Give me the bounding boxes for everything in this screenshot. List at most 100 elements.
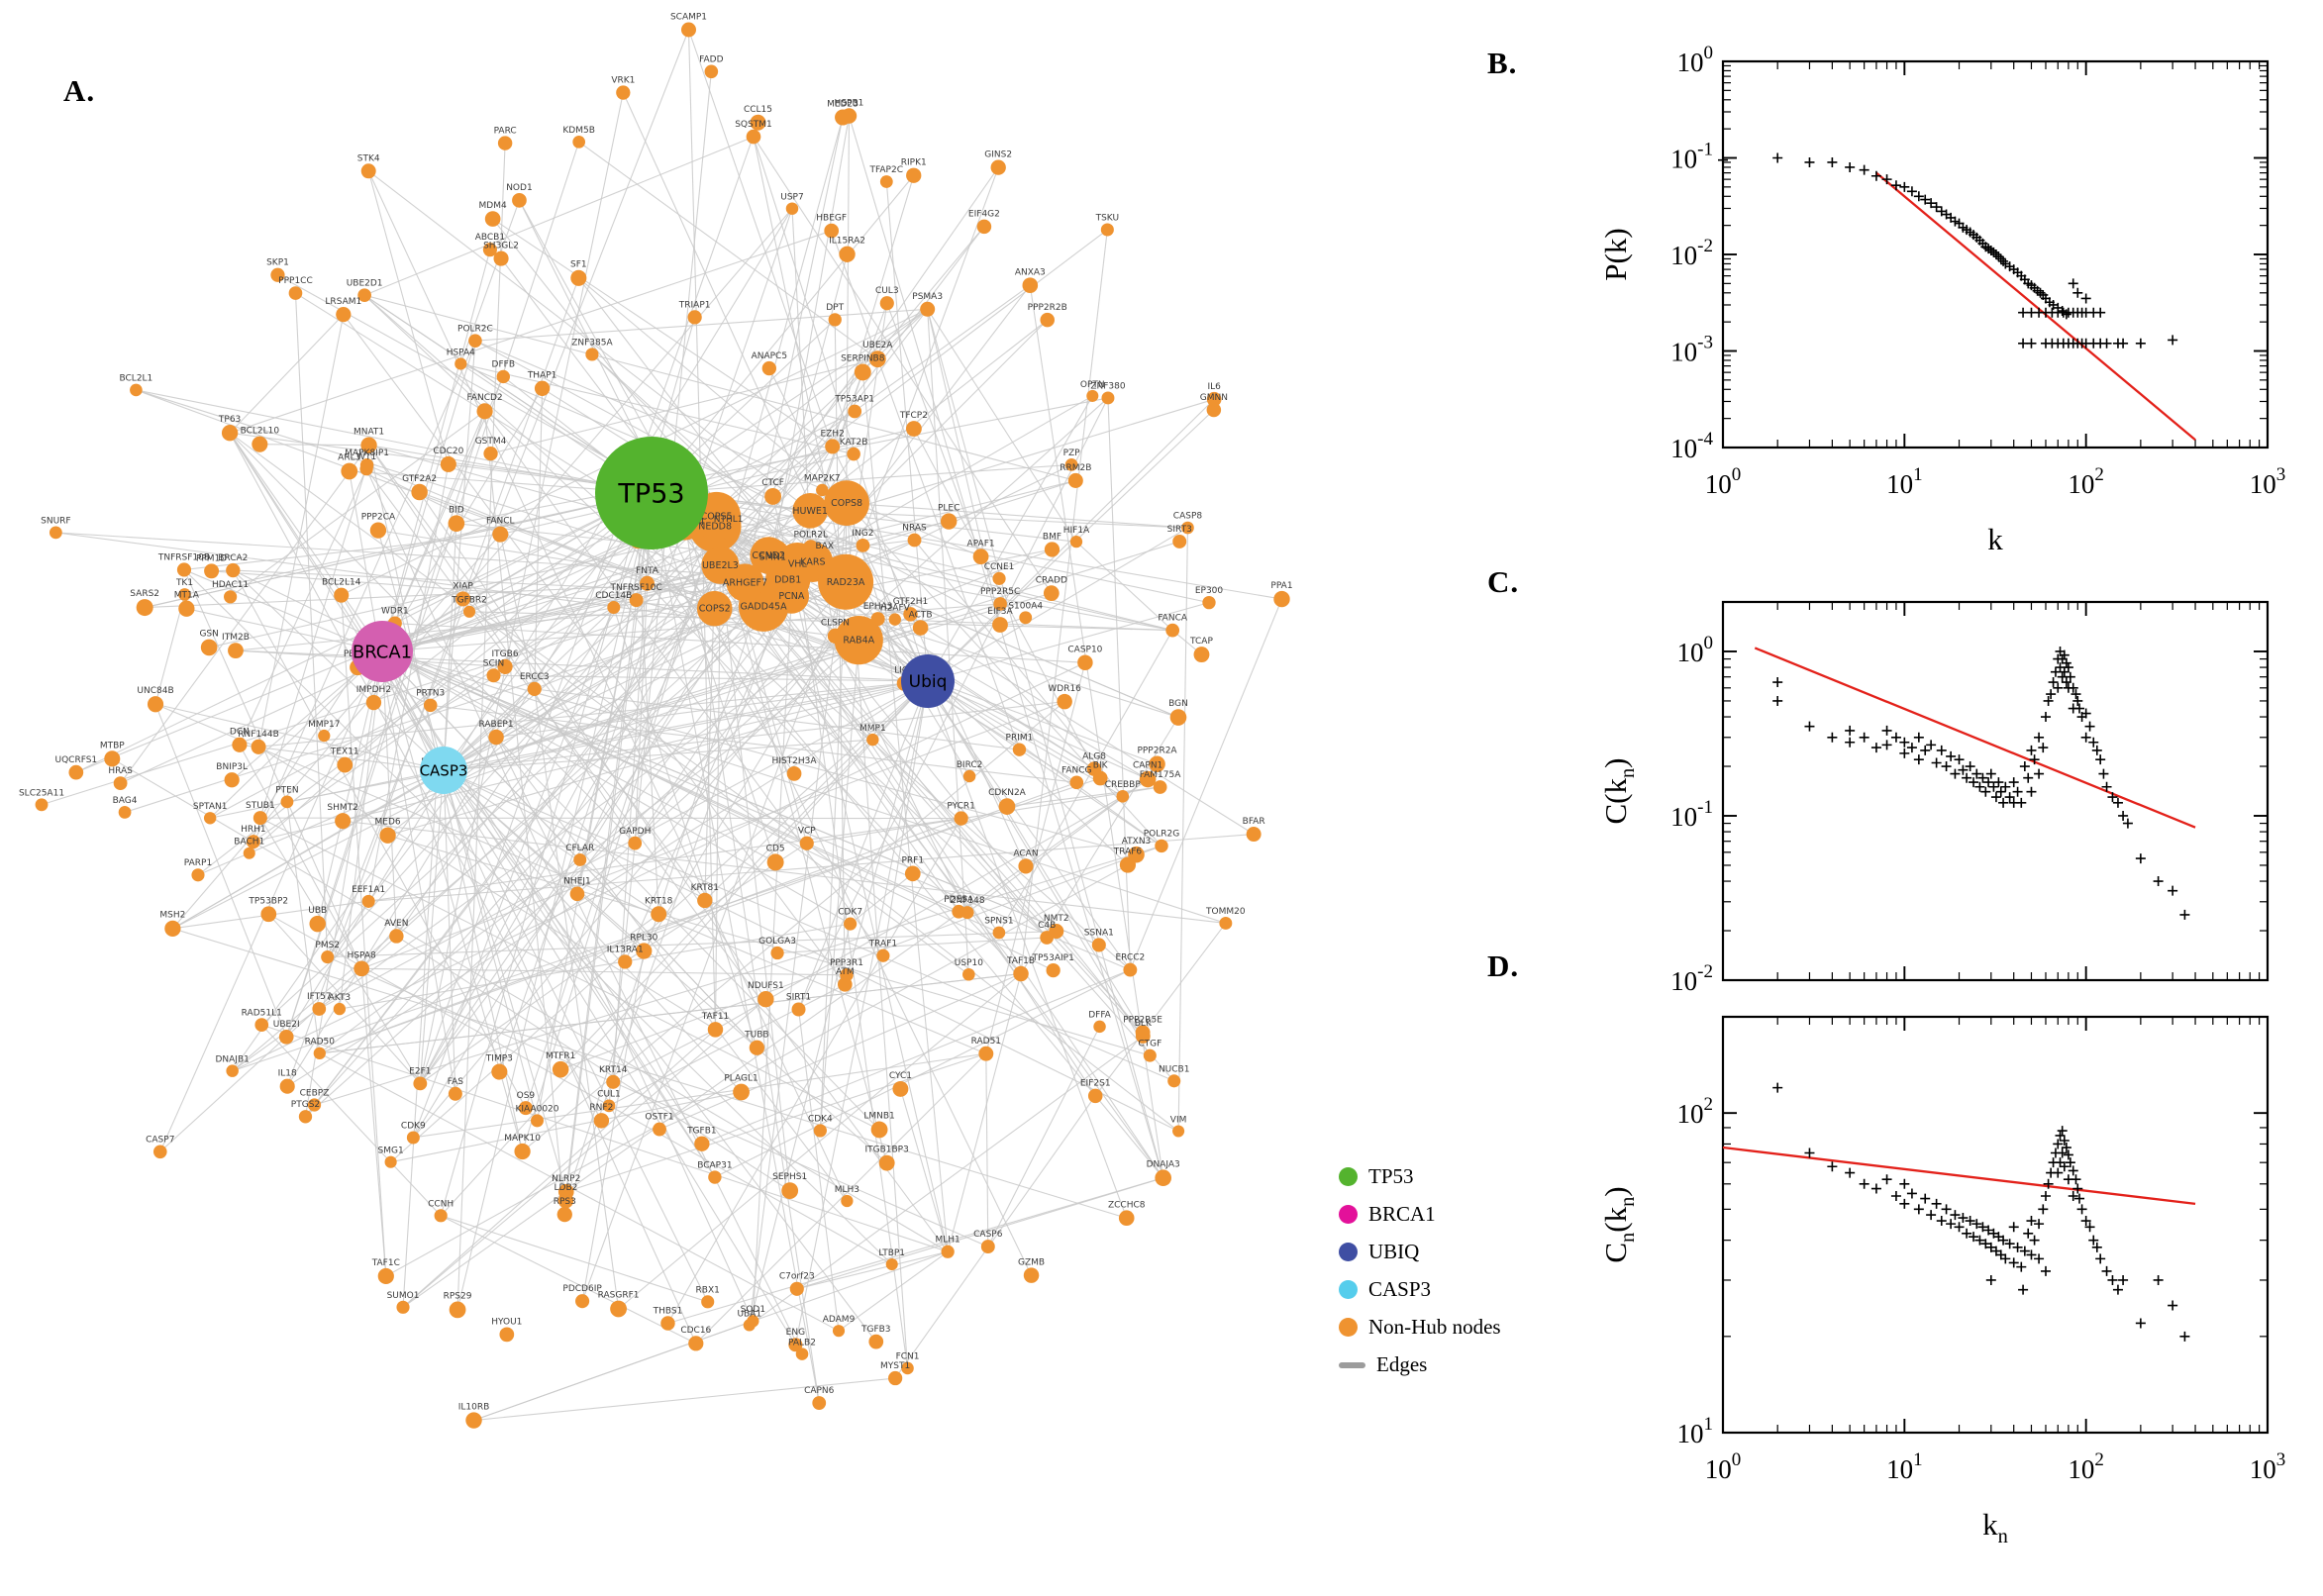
node-label: SCAMP1 xyxy=(670,12,707,22)
node-label: TP53AP1 xyxy=(834,395,874,405)
node-label: NRAS xyxy=(902,524,927,534)
network-node xyxy=(904,865,921,882)
network-node xyxy=(423,698,438,713)
network-node xyxy=(221,425,239,442)
network-node xyxy=(270,267,285,282)
network-node xyxy=(978,1046,994,1061)
node-label: DNAJB1 xyxy=(215,1054,249,1064)
node-label: ERCC3 xyxy=(520,672,550,682)
network-node xyxy=(888,1370,903,1386)
node-label: TRAF6 xyxy=(1113,847,1143,856)
hub-label-tp53: TP53 xyxy=(617,478,684,509)
network-node xyxy=(770,946,784,960)
network-node xyxy=(1149,755,1165,772)
tick-label: 102 xyxy=(1677,1094,1714,1129)
x-axis-label: k xyxy=(1987,522,2003,554)
network-node xyxy=(309,915,326,933)
network-node xyxy=(570,269,587,286)
network-node xyxy=(680,22,697,38)
network-node xyxy=(697,892,713,909)
node-label: WT1 xyxy=(356,452,376,462)
node-label: HSPA4 xyxy=(447,348,475,357)
network-node xyxy=(411,483,428,501)
node-label: ERCC2 xyxy=(1115,953,1145,963)
network-node xyxy=(224,590,238,604)
node-label: STK4 xyxy=(357,153,380,163)
node-label: PDE5A xyxy=(944,895,974,905)
network-node xyxy=(1040,312,1055,328)
node-label: ADAM9 xyxy=(823,1315,856,1325)
network-node xyxy=(766,853,784,871)
node-label: GZMB xyxy=(1018,1257,1045,1267)
network-node xyxy=(906,167,922,183)
node-label: POLR2G xyxy=(1144,830,1180,840)
network-node xyxy=(203,812,217,825)
node-label: ENG xyxy=(786,1328,805,1338)
node-label: AKT3 xyxy=(329,993,352,1003)
network-node xyxy=(336,307,352,323)
node-label: NUCB1 xyxy=(1159,1064,1190,1074)
network-node xyxy=(972,549,989,565)
network-node xyxy=(1155,839,1168,853)
legend-label: TP53 xyxy=(1368,1164,1414,1188)
network-node xyxy=(1087,1088,1103,1104)
node-label: FADD xyxy=(699,54,723,64)
network-node xyxy=(434,1209,448,1223)
node-label: ANXA3 xyxy=(1015,267,1046,277)
node-label: KDM5B xyxy=(562,126,595,136)
network-node xyxy=(279,1078,295,1094)
network-node xyxy=(361,894,375,908)
node-label: IL18 xyxy=(278,1069,297,1079)
node-label: SMN1 xyxy=(759,551,786,562)
node-label: SLC25A11 xyxy=(19,788,64,798)
network-node xyxy=(1246,827,1262,843)
node-label: CTGF xyxy=(1138,1040,1162,1049)
network-node xyxy=(1128,846,1145,863)
network-node xyxy=(406,1131,420,1145)
network-node xyxy=(834,615,883,665)
network-node xyxy=(750,114,766,131)
node-label: WDR1 xyxy=(381,606,409,616)
network-node xyxy=(607,601,621,614)
node-label: CLSPN xyxy=(821,619,850,629)
network-node xyxy=(389,929,404,944)
node-label: CDC20 xyxy=(433,447,463,456)
network-node xyxy=(226,562,241,578)
chart-degree-distribution: 100 101 102 103 10-4 10-3 10-2 10-1 100 P(k) k xyxy=(1598,43,2285,554)
hub-label-brca1: BRCA1 xyxy=(353,642,412,662)
legend-label: CASP3 xyxy=(1368,1277,1432,1301)
network-node xyxy=(512,193,527,208)
network-node xyxy=(841,1194,854,1208)
network-node xyxy=(113,776,128,791)
node-label: TOMM20 xyxy=(1205,907,1246,917)
node-label: FANCD2 xyxy=(466,393,502,403)
node-label: COPS5 xyxy=(701,511,733,522)
network-node xyxy=(764,487,782,505)
node-label: SOD1 xyxy=(741,1305,765,1315)
network-node xyxy=(688,1336,704,1351)
network-edges xyxy=(41,29,1283,1422)
network-hubs: TP53 BRCA1 Ubiq CASP3 xyxy=(352,437,955,794)
network-node xyxy=(280,795,294,809)
network-node xyxy=(708,1170,722,1184)
network-node xyxy=(844,917,858,931)
node-label: GADD45A xyxy=(741,602,788,613)
network-node xyxy=(906,421,922,437)
node-label: IMPDH2 xyxy=(356,685,391,695)
protein-interaction-network: NEDD8 KARS DDB1 PCNA SMN1 RAD23A HUWE1 UBE2L3 GA… xyxy=(19,12,1293,1429)
node-label: CDK4 xyxy=(808,1114,833,1124)
node-label: CAPN1 xyxy=(1133,761,1162,771)
network-node xyxy=(454,357,467,370)
network-node xyxy=(992,617,1008,633)
network-node xyxy=(962,967,975,981)
edge-swatch-icon xyxy=(1339,1361,1365,1368)
network-node xyxy=(901,1361,914,1375)
network-node xyxy=(1139,770,1157,788)
network-node xyxy=(1018,858,1034,874)
node-label: PARP1 xyxy=(184,858,212,868)
network-node xyxy=(191,868,205,882)
network-node xyxy=(298,1110,313,1124)
network-node xyxy=(572,135,586,149)
node-label: ITGB6 xyxy=(492,649,519,659)
